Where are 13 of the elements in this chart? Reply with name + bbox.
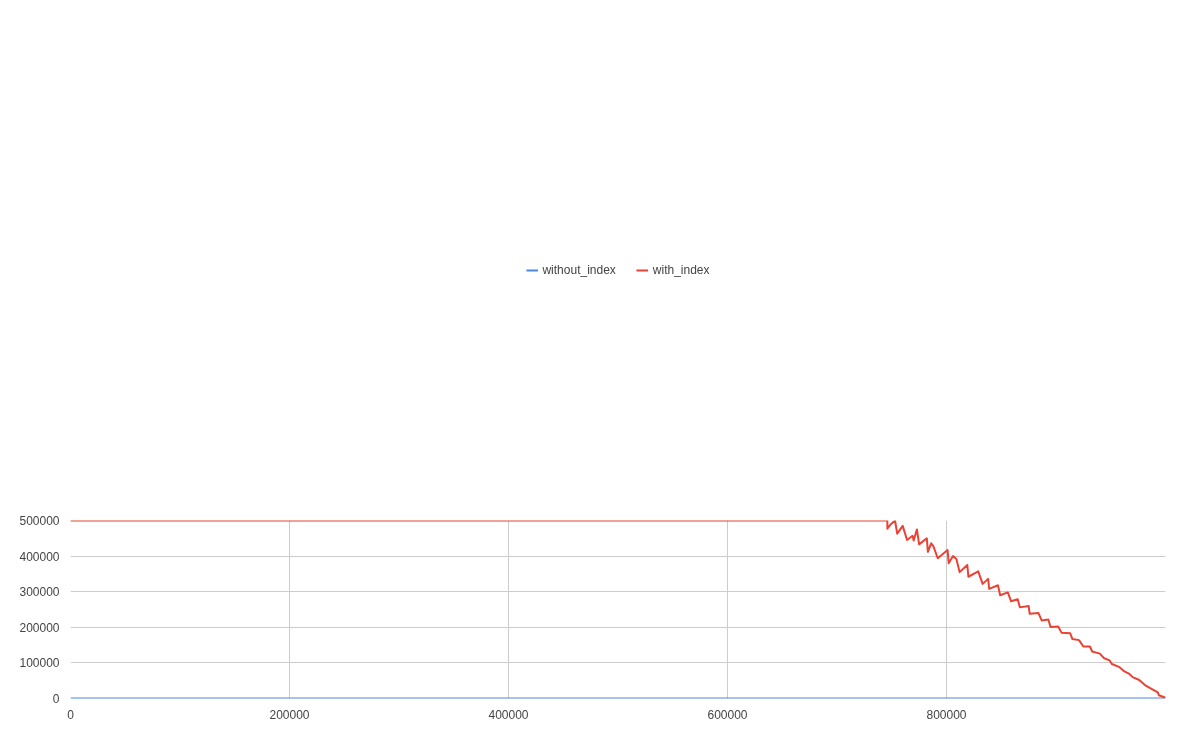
x-tick-label: 0 — [67, 707, 75, 722]
legend-label: with_index — [652, 263, 710, 277]
x-tick-label: 800000 — [926, 707, 967, 722]
y-tick-label: 500000 — [19, 514, 60, 528]
y-tick-label: 100000 — [19, 656, 60, 671]
x-tick-label: 400000 — [488, 707, 529, 722]
y-tick-label: 400000 — [19, 549, 60, 564]
y-tick-label: 200000 — [19, 620, 60, 635]
y-tick-label: 0 — [52, 692, 60, 706]
y-tick-label: 300000 — [19, 585, 60, 600]
x-tick-label: 200000 — [269, 707, 310, 722]
x-tick-label: 600000 — [707, 707, 748, 722]
legend-label: without_index — [542, 263, 616, 277]
